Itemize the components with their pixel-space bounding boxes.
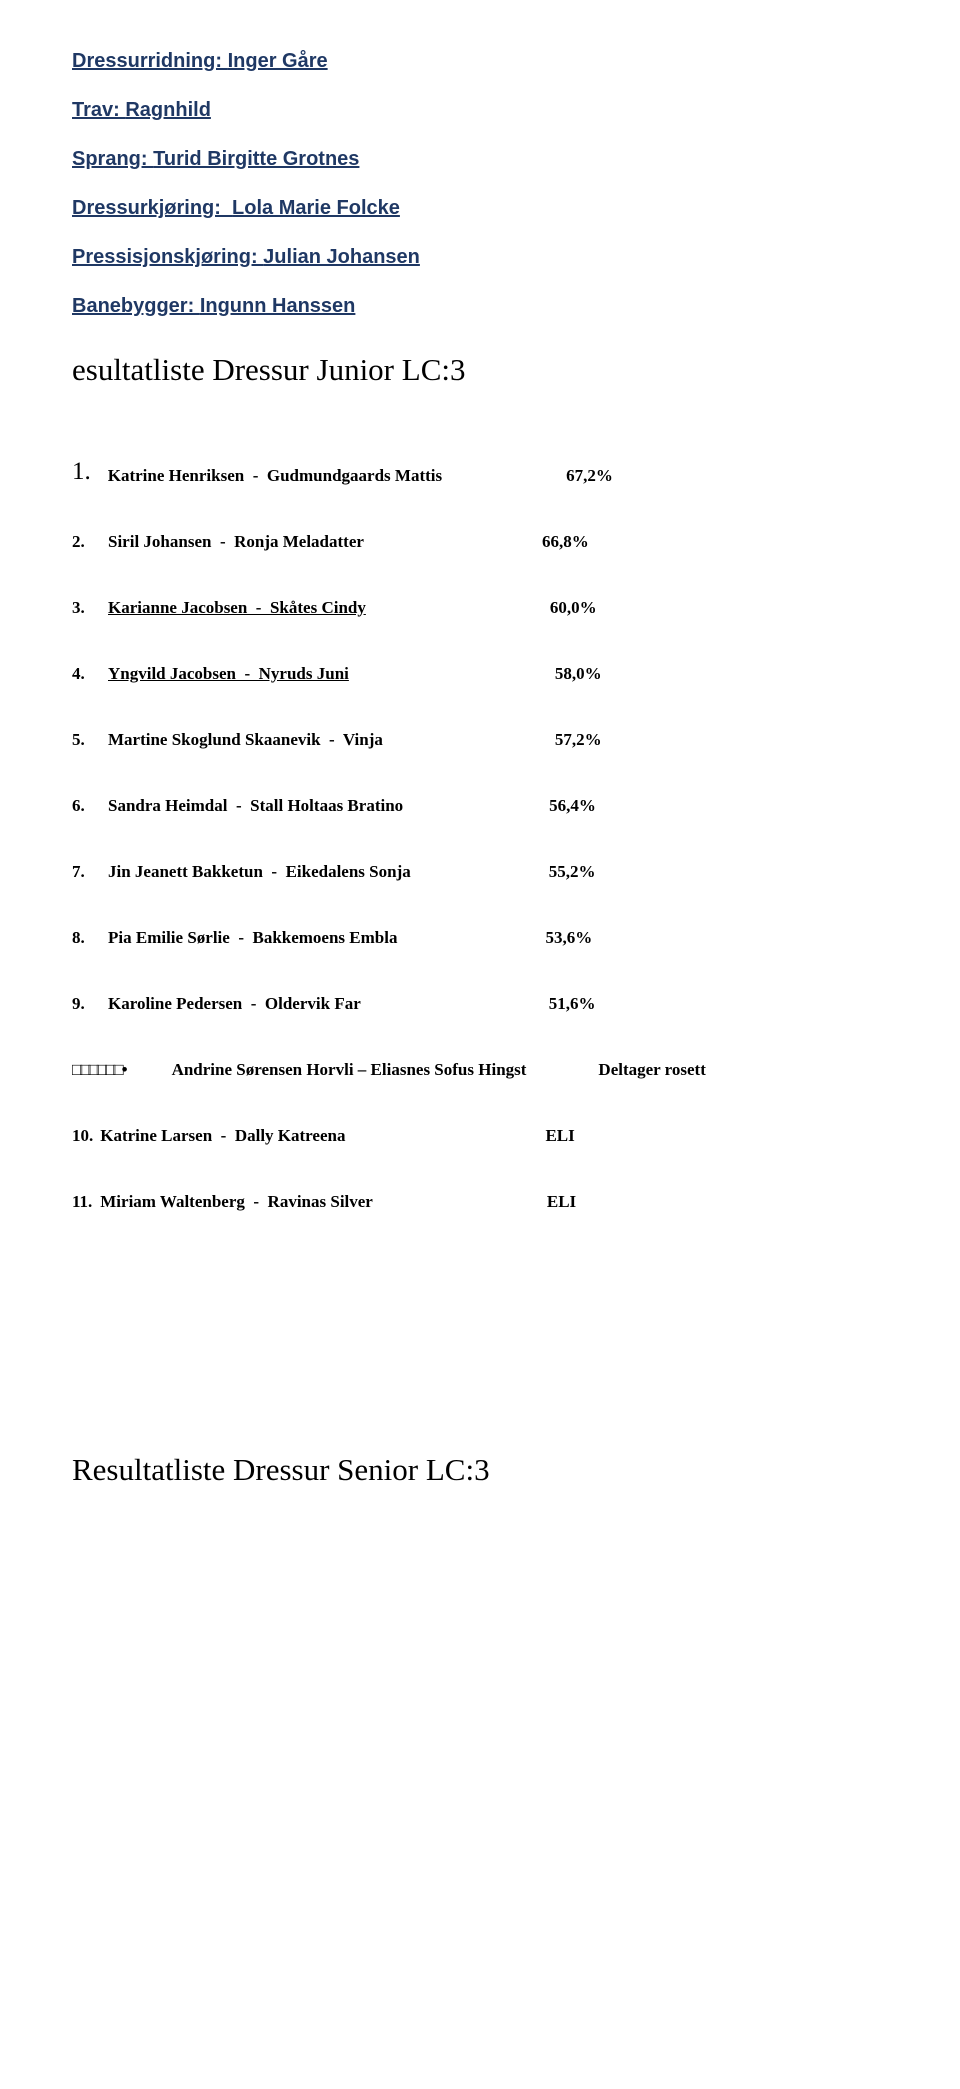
header-label: Pressisjonskjøring: [72, 246, 263, 268]
result-row: 4.Yngvild Jacobsen - Nyruds Juni 58,0% [72, 664, 888, 684]
header-line: Banebygger: Ingunn Hanssen [72, 295, 888, 318]
result-name: Katrine Larsen - Dally Katreena [96, 1126, 345, 1146]
result-rank: 7. [72, 862, 108, 882]
header-value: Turid Birgitte Grotnes [153, 148, 359, 170]
participant-note: Deltager rosett [598, 1060, 705, 1080]
result-rank: 8. [72, 928, 108, 948]
result-score: 67,2% [566, 466, 676, 486]
result-score: 66,8% [542, 532, 652, 552]
result-score: ELI [545, 1126, 655, 1146]
result-name: Katrine Henriksen - Gudmundgaards Mattis [108, 466, 442, 486]
result-name: Pia Emilie Sørlie - Bakkemoens Embla [108, 928, 397, 948]
participant-name: Andrine Sørensen Horvli – Eliasnes Sofus… [172, 1060, 527, 1080]
header-value: Julian Johansen [263, 246, 420, 268]
header-label: Sprang: [72, 148, 153, 170]
result-row: 1. Katrine Henriksen - Gudmundgaards Matt… [72, 458, 888, 486]
result-row: 3.Karianne Jacobsen - Skåtes Cindy 60,0% [72, 598, 888, 618]
result-rank: 1. [72, 458, 91, 486]
page-title: esultatliste Dressur Junior LC:3 [72, 352, 888, 388]
result-score: 60,0% [550, 598, 660, 618]
result-score: 55,2% [549, 862, 659, 882]
result-rank: 10. [72, 1126, 96, 1146]
result-row: 7.Jin Jeanett Bakketun - Eikedalens Sonj… [72, 862, 888, 882]
header-label: Dressurridning: [72, 50, 228, 72]
result-score: ELI [547, 1192, 657, 1212]
result-name: Siril Johansen - Ronja Meladatter [108, 532, 364, 552]
bullet-icon: • [122, 1060, 128, 1080]
result-rank: 2. [72, 532, 108, 552]
result-row: 6.Sandra Heimdal - Stall Holtaas Bratino… [72, 796, 888, 816]
result-score: 57,2% [555, 730, 665, 750]
result-row: 11. Miriam Waltenberg - Ravinas Silver EL… [72, 1192, 888, 1212]
result-row: 10. Katrine Larsen - Dally Katreena ELI [72, 1126, 888, 1146]
result-score: 56,4% [549, 796, 659, 816]
result-name: Jin Jeanett Bakketun - Eikedalens Sonja [108, 862, 411, 882]
header-line: Dressurridning: Inger Gåre [72, 50, 888, 73]
header-line: Pressisjonskjøring: Julian Johansen [72, 246, 888, 269]
header-value: Ingunn Hanssen [200, 295, 356, 317]
result-rank: 9. [72, 994, 108, 1014]
result-name: Yngvild Jacobsen - Nyruds Juni [108, 664, 349, 684]
result-name: Karoline Pedersen - Oldervik Far [108, 994, 361, 1014]
result-score: 53,6% [545, 928, 655, 948]
result-score: 51,6% [549, 994, 659, 1014]
header-line: Dressurkjøring: Lola Marie Folcke [72, 197, 888, 220]
header-value: Ragnhild [125, 99, 211, 121]
result-row: 9.Karoline Pedersen - Oldervik Far 51,6% [72, 994, 888, 1014]
result-rank: 3. [72, 598, 108, 618]
header-value: Inger Gåre [228, 50, 328, 72]
result-name: Karianne Jacobsen - Skåtes Cindy [108, 598, 366, 618]
unknown-glyph-boxes: □□□□□□ [72, 1060, 122, 1080]
result-row: 5.Martine Skoglund Skaanevik - Vinja 57,2… [72, 730, 888, 750]
footer-title: Resultatliste Dressur Senior LC:3 [72, 1452, 888, 1488]
result-score: 58,0% [555, 664, 665, 684]
result-row: 2.Siril Johansen - Ronja Meladatter 66,8% [72, 532, 888, 552]
result-rank: 11. [72, 1192, 96, 1212]
header-label: Trav: [72, 99, 125, 121]
result-row: 8.Pia Emilie Sørlie - Bakkemoens Embla 53… [72, 928, 888, 948]
result-name: Sandra Heimdal - Stall Holtaas Bratino [108, 796, 403, 816]
result-name: Miriam Waltenberg - Ravinas Silver [96, 1192, 373, 1212]
result-rank: 6. [72, 796, 108, 816]
result-name: Martine Skoglund Skaanevik - Vinja [108, 730, 383, 750]
header-label: Dressurkjøring: [72, 197, 232, 219]
header-line: Trav: Ragnhild [72, 99, 888, 122]
header-line: Sprang: Turid Birgitte Grotnes [72, 148, 888, 171]
header-value: Lola Marie Folcke [232, 197, 400, 219]
result-rank: 5. [72, 730, 108, 750]
result-rank: 4. [72, 664, 108, 684]
header-label: Banebygger: [72, 295, 200, 317]
participant-note-row: □□□□□□ • Andrine Sørensen Horvli – Elias… [72, 1060, 888, 1080]
